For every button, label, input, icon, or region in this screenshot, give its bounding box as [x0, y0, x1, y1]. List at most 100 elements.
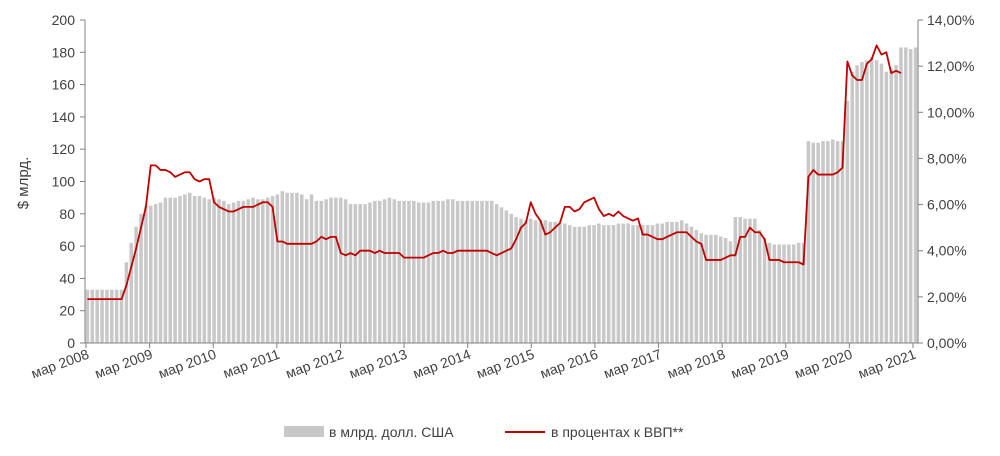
bar [855, 65, 859, 343]
bar [811, 142, 816, 343]
bar [377, 200, 382, 343]
bar-series [85, 47, 918, 344]
bar [407, 200, 411, 343]
bar [304, 199, 309, 343]
bar [368, 202, 372, 343]
bar [158, 202, 163, 343]
y-left-tick-label: 160 [52, 77, 76, 93]
gdp-percent-line [87, 44, 902, 301]
bar [899, 47, 903, 343]
bar [455, 200, 460, 343]
x-tick-label: мар 2018 [665, 346, 727, 382]
bar [119, 289, 124, 343]
bar [285, 192, 289, 343]
bar [714, 234, 718, 343]
bar [353, 204, 358, 343]
y-left-tick-label: 140 [52, 109, 76, 125]
bar [675, 221, 679, 344]
bar [684, 223, 689, 343]
y-axis-left-title: $ млрд. [15, 157, 32, 210]
bar [90, 289, 95, 343]
bar [835, 141, 840, 344]
bar [295, 192, 299, 343]
bar [884, 71, 889, 344]
x-tick-label: мар 2013 [347, 346, 409, 382]
bar [572, 226, 577, 343]
bar [319, 200, 324, 343]
bar [874, 60, 879, 344]
bar [451, 199, 455, 343]
bar [621, 223, 626, 343]
bar [124, 262, 129, 343]
bar [718, 236, 723, 343]
bar [801, 242, 806, 343]
bar [665, 221, 669, 344]
bar [514, 217, 518, 343]
x-tick-label: мар 2015 [474, 346, 536, 382]
x-tick-label: мар 2012 [283, 346, 345, 382]
bar [494, 204, 499, 343]
bar [324, 199, 328, 343]
bar [251, 197, 255, 343]
bar [426, 202, 431, 343]
legend-bar-label: в млрд. долл. США [329, 424, 454, 440]
bar [787, 244, 791, 343]
bar [265, 197, 270, 343]
bar [548, 221, 552, 344]
bar [796, 242, 801, 343]
bar [485, 200, 489, 343]
bar [631, 225, 635, 343]
bar [660, 223, 665, 343]
bar [231, 202, 236, 343]
bar [363, 204, 367, 343]
bar [173, 197, 177, 343]
bar [533, 220, 538, 343]
y-left-tick-label: 120 [52, 141, 76, 157]
bar [290, 192, 294, 343]
bar [348, 204, 353, 343]
bar [597, 223, 601, 343]
bar [592, 225, 596, 343]
bar [480, 200, 484, 343]
bar [95, 289, 99, 343]
bar [129, 242, 134, 343]
bar [509, 213, 513, 343]
bar [704, 234, 708, 343]
bar [606, 225, 611, 343]
bar [334, 197, 338, 343]
bar [709, 234, 713, 343]
bar [431, 200, 436, 343]
bar [392, 199, 397, 343]
line-series [87, 44, 902, 301]
y-right-tick-label: 0,00% [927, 335, 967, 351]
bar [144, 205, 148, 343]
x-tick-label: мар 2010 [156, 346, 218, 382]
bar [416, 202, 421, 343]
bar [543, 220, 548, 343]
bar [831, 139, 835, 343]
bar [913, 47, 918, 343]
bar [139, 213, 143, 343]
bar [85, 289, 90, 343]
bar [679, 220, 684, 343]
bar [806, 141, 811, 344]
bar [645, 225, 650, 343]
bar [402, 200, 406, 343]
y-right-tick-label: 6,00% [927, 197, 967, 213]
bar [460, 200, 465, 343]
bar [241, 200, 246, 343]
bar [650, 225, 655, 343]
bar [558, 223, 562, 343]
bar [343, 199, 348, 343]
bar [748, 218, 752, 343]
bar [197, 196, 202, 343]
bar [611, 225, 616, 343]
bar [567, 225, 572, 343]
bar [202, 197, 207, 343]
legend: в млрд. долл. США в процентах к ВВП** [284, 424, 684, 440]
bar [490, 200, 494, 343]
bar [270, 196, 275, 343]
y-right-tick-label: 10,00% [927, 104, 974, 120]
x-tick-label: мар 2009 [93, 346, 155, 382]
bar [134, 226, 138, 343]
